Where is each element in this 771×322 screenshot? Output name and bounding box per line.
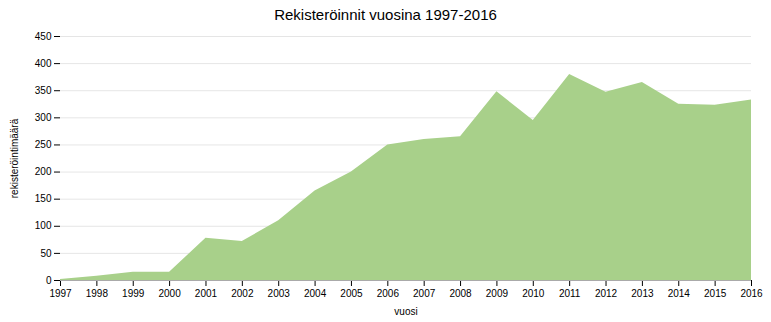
svg-text:0: 0 <box>46 275 52 286</box>
svg-text:2007: 2007 <box>413 288 436 299</box>
svg-text:2005: 2005 <box>340 288 363 299</box>
svg-text:2012: 2012 <box>595 288 618 299</box>
html-text:Rekisteröinnit vuosina 1997-20: Rekisteröinnit vuosina 1997-2016 <box>274 6 497 23</box>
svg-text:2010: 2010 <box>522 288 545 299</box>
svg-text:2002: 2002 <box>231 288 254 299</box>
svg-text:350: 350 <box>35 85 52 96</box>
svg-text:2013: 2013 <box>631 288 654 299</box>
svg-text:2009: 2009 <box>486 288 509 299</box>
svg-text:100: 100 <box>35 220 52 231</box>
svg-text:1999: 1999 <box>122 288 145 299</box>
svg-text:2008: 2008 <box>449 288 472 299</box>
svg-text:250: 250 <box>35 139 52 150</box>
svg-text:400: 400 <box>35 58 52 69</box>
svg-text:2015: 2015 <box>704 288 727 299</box>
svg-text:200: 200 <box>35 166 52 177</box>
svg-text:2001: 2001 <box>195 288 218 299</box>
svg-text:450: 450 <box>35 31 52 42</box>
svg-text:2003: 2003 <box>268 288 291 299</box>
svg-text:2014: 2014 <box>668 288 691 299</box>
svg-text:1997: 1997 <box>49 288 72 299</box>
svg-text:50: 50 <box>40 248 52 259</box>
svg-text:2004: 2004 <box>304 288 327 299</box>
svg-text:2016: 2016 <box>740 288 763 299</box>
svg-text:vuosi: vuosi <box>394 306 417 317</box>
svg-text:300: 300 <box>35 112 52 123</box>
svg-text:2006: 2006 <box>377 288 400 299</box>
svg-text:2000: 2000 <box>158 288 181 299</box>
svg-text:1998: 1998 <box>86 288 109 299</box>
svg-text:2011: 2011 <box>559 288 581 299</box>
svg-text:150: 150 <box>35 193 52 204</box>
svg-text:rekisteröintimäärä: rekisteröintimäärä <box>9 118 20 198</box>
